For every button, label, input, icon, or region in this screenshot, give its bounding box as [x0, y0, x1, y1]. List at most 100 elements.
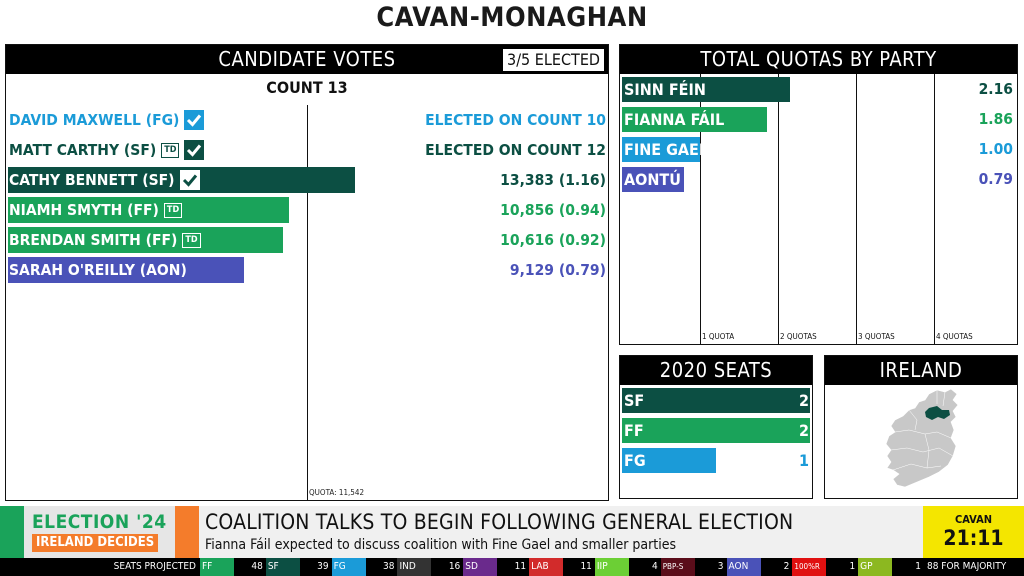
quota-tick-label: 1 QUOTA [702, 332, 735, 341]
seats-projected-bar: SEATS PROJECTED FF 48 SF 39 FG 38 IND 16 SD 11 LAB… [0, 558, 1024, 576]
candidate-name-text: MATT CARTHY (SF) [9, 141, 157, 159]
projected-party-seats: 16 [448, 561, 461, 572]
candidate-votes-title: CANDIDATE VOTES [218, 47, 396, 71]
projected-party-seats: 39 [317, 561, 329, 572]
party-quota-bar [622, 77, 790, 102]
projected-party-name: IND [399, 561, 416, 572]
ireland-map-title: IRELAND [879, 358, 963, 382]
td-badge: TD [182, 232, 201, 248]
party-quota-value: 1.86 [978, 110, 1013, 128]
party-quota-value: 0.79 [978, 170, 1013, 188]
party-quota-bar [622, 137, 700, 162]
projected-party-segment: PBP-S 3 [660, 558, 727, 576]
party-quota-value: 2.16 [978, 80, 1013, 98]
party-quota-row: AONTÚ 0.79 [622, 167, 1014, 192]
checkmark-icon [184, 140, 205, 160]
party-quota-value: 1.00 [978, 140, 1013, 158]
clock-time: 21:11 [943, 526, 1004, 550]
elected-count-badge: 3/5 ELECTED [502, 48, 605, 72]
party-quota-row: SINN FÉIN 2.16 [622, 77, 1014, 102]
projected-party-seats: 11 [580, 561, 592, 572]
checkmark-icon [184, 110, 205, 130]
ireland-map [885, 388, 959, 488]
quota-gridline [700, 74, 701, 344]
party-name: FIANNA FÁIL [624, 110, 725, 129]
ireland-map-panel: IRELAND [824, 355, 1018, 499]
projected-party-name: AON [728, 561, 749, 572]
candidate-name: NIAMH SMYTH (FF) TD [9, 197, 183, 223]
seat-row: FF 2 [622, 418, 810, 443]
candidate-row: SARAH O'REILLY (AON) 9,129 (0.79) [8, 257, 606, 283]
projected-party-seats: 4 [651, 561, 658, 572]
party-name: SINN FÉIN [624, 80, 706, 99]
projected-party-name: LAB [531, 561, 549, 572]
count-label: COUNT 13 [266, 78, 348, 97]
quota-gridline [778, 74, 779, 344]
projected-party-name: GP [860, 561, 873, 572]
projected-party-seats: 48 [251, 561, 263, 572]
candidate-name-text: CATHY BENNETT (SF) [9, 171, 175, 189]
candidate-name-text: NIAMH SMYTH (FF) [9, 201, 159, 219]
quota-gridline [934, 74, 935, 344]
quota-tick-label: 4 QUOTAS [936, 332, 973, 341]
projected-party-segment: LAB 11 [529, 558, 595, 576]
seat-row: FG 1 [622, 448, 810, 473]
candidate-row: CATHY BENNETT (SF) 13,383 (1.16) [8, 167, 606, 193]
election-logo: ELECTION '24 IRELAND DECIDES [24, 506, 175, 558]
ticker-orange-strip [175, 506, 199, 558]
party-quota-row: FIANNA FÁIL 1.86 [622, 107, 1014, 132]
quota-gridline [856, 74, 857, 344]
projected-party-name: PBP-S [662, 562, 684, 571]
quota-tick-label: 3 QUOTAS [858, 332, 895, 341]
seat-bar [622, 418, 810, 443]
candidate-row: NIAMH SMYTH (FF) TD 10,856 (0.94) [8, 197, 606, 223]
projected-party-segment: AON 2 [726, 558, 793, 576]
party-quotas-panel: TOTAL QUOTAS BY PARTY 1 QUOTA 2 QUOTAS 3 Q… [619, 44, 1018, 345]
candidate-name: BRENDAN SMITH (FF) TD [9, 227, 201, 253]
candidate-vote-value: ELECTED ON COUNT 10 [425, 111, 606, 129]
candidate-name-text: BRENDAN SMITH (FF) [9, 231, 178, 249]
projected-party-seats: 1 [849, 561, 856, 572]
clock-box: CAVAN 21:11 [923, 506, 1024, 558]
td-badge: TD [161, 142, 180, 158]
ireland-map-header: IRELAND [825, 356, 1017, 385]
election-logo-subtitle: IRELAND DECIDES [32, 534, 159, 552]
candidate-name: DAVID MAXWELL (FG) [9, 107, 205, 133]
candidate-vote-bar [8, 227, 283, 253]
seat-party-name: FG [624, 451, 646, 470]
candidate-vote-bar [8, 257, 244, 283]
candidate-name-text: SARAH O'REILLY (AON) [9, 261, 187, 279]
candidate-vote-value: 9,129 (0.79) [509, 261, 606, 279]
checkmark-icon [179, 170, 200, 190]
projected-party-segment: FF 48 [200, 558, 266, 576]
party-name: FINE GAEL [624, 140, 709, 159]
election-logo-title: ELECTION '24 [32, 511, 167, 533]
party-name: AONTÚ [624, 170, 681, 189]
seat-party-name: FF [624, 421, 644, 440]
projected-party-name: SD [465, 561, 478, 572]
clock-place: CAVAN [954, 513, 993, 526]
party-quota-bar [622, 107, 767, 132]
seat-count: 2 [798, 421, 809, 440]
candidate-row: BRENDAN SMITH (FF) TD 10,616 (0.92) [8, 227, 606, 253]
projected-party-name: IIP [596, 561, 608, 572]
projected-party-segment: 100%R 1 [792, 558, 859, 576]
candidate-name-text: DAVID MAXWELL (FG) [9, 111, 180, 129]
projected-party-seats: 2 [783, 561, 790, 572]
candidate-row: MATT CARTHY (SF) TD ELECTED ON COUNT 12 [8, 137, 606, 163]
projected-party-segment: IIP 4 [594, 558, 661, 576]
projected-party-segment: GP 1 [858, 558, 924, 576]
seat-party-name: SF [624, 391, 645, 410]
projected-party-seats: 38 [382, 561, 395, 572]
seat-bar [622, 388, 810, 413]
previous-seats-title: 2020 SEATS [659, 358, 773, 382]
candidate-vote-value: 10,856 (0.94) [500, 201, 606, 219]
projected-party-segment: FG 38 [331, 558, 398, 576]
candidate-vote-value: 13,383 (1.16) [500, 171, 606, 189]
projected-party-segment: IND 16 [397, 558, 464, 576]
party-quotas-title: TOTAL QUOTAS BY PARTY [700, 47, 937, 71]
cavan-monaghan-highlight [925, 406, 950, 420]
candidate-name: SARAH O'REILLY (AON) [9, 257, 187, 283]
quota-tick-label: 2 QUOTAS [780, 332, 817, 341]
projected-party-name: FF [202, 561, 213, 572]
